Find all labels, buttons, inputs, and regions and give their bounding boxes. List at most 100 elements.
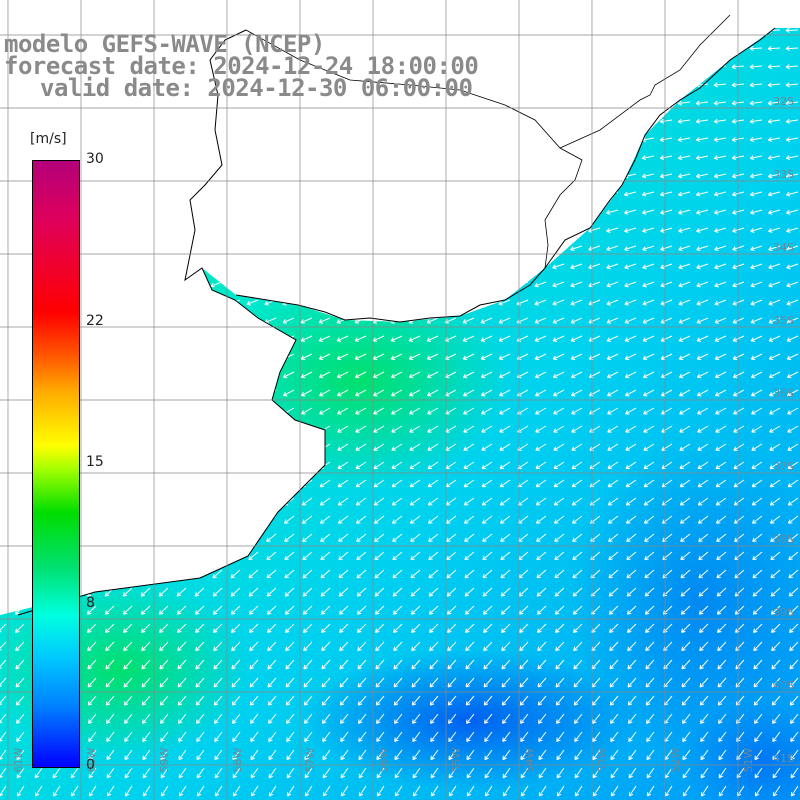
wind-arrow xyxy=(733,461,745,470)
wind-arrow xyxy=(749,100,763,106)
wind-arrow xyxy=(13,515,25,524)
wind-arrow xyxy=(389,28,403,33)
wind-arrow xyxy=(570,371,583,379)
wind-arrow xyxy=(551,100,565,106)
wind-arrow xyxy=(408,263,421,270)
wind-arrow xyxy=(158,551,169,561)
wind-arrow xyxy=(499,443,511,451)
wind-arrow xyxy=(229,479,241,488)
wind-arrow xyxy=(173,118,187,124)
wind-arrow xyxy=(229,461,241,470)
wind-arrow xyxy=(516,245,529,252)
wind-arrow xyxy=(536,551,547,561)
wind-arrow xyxy=(84,371,97,379)
wind-arrow xyxy=(516,227,529,233)
colorbar-units: [m/s] xyxy=(30,131,67,147)
wind-arrow xyxy=(426,227,439,233)
wind-arrow xyxy=(751,443,763,451)
wind-arrow xyxy=(267,623,277,633)
wind-arrow xyxy=(626,605,637,615)
wind-arrow xyxy=(751,515,763,524)
wind-arrow xyxy=(340,731,349,743)
wind-arrow xyxy=(47,118,61,124)
wind-arrow xyxy=(768,389,781,397)
wind-arrow xyxy=(213,641,223,652)
wind-arrow xyxy=(696,317,709,324)
wind-arrow xyxy=(680,569,691,579)
wind-arrow xyxy=(336,245,349,252)
wind-arrow xyxy=(699,677,709,688)
wind-arrow xyxy=(318,227,331,233)
wind-arrow xyxy=(320,569,331,579)
wind-arrow xyxy=(390,389,403,397)
wind-arrow xyxy=(412,749,421,761)
wind-arrow xyxy=(607,461,619,470)
wind-arrow xyxy=(553,479,565,488)
wind-arrow xyxy=(213,659,223,670)
longitude-labels: 61W 60W 59W 58W 57W 56W 55W 54W 53W 52W 51W xyxy=(12,747,755,772)
wind-arrow xyxy=(15,695,25,706)
latitude-label: 41S xyxy=(773,752,794,765)
wind-arrow xyxy=(175,425,187,433)
wind-arrow xyxy=(574,767,583,779)
wind-arrow xyxy=(249,623,259,633)
wind-arrow xyxy=(768,371,781,379)
wind-arrow xyxy=(353,28,367,33)
wind-arrow xyxy=(409,461,421,470)
wind-arrow xyxy=(570,209,583,215)
wind-arrow xyxy=(715,425,727,433)
wind-arrow xyxy=(105,677,115,688)
wind-arrow xyxy=(284,569,295,579)
wind-arrow xyxy=(227,155,241,161)
wind-arrow xyxy=(643,479,655,488)
wind-arrow xyxy=(500,587,511,597)
wind-arrow xyxy=(285,659,295,670)
wind-arrow xyxy=(210,335,223,342)
wind-arrow xyxy=(482,587,493,597)
wind-arrow xyxy=(29,118,43,124)
wind-arrow xyxy=(394,767,403,779)
wind-arrow xyxy=(643,461,655,470)
wind-arrow xyxy=(551,46,565,52)
wind-arrow xyxy=(609,659,619,670)
wind-arrow xyxy=(678,317,691,324)
wind-arrow xyxy=(300,371,313,379)
wind-arrow xyxy=(750,281,763,288)
wind-arrow xyxy=(515,118,529,124)
wind-arrow xyxy=(498,263,511,270)
wind-arrow xyxy=(301,443,313,451)
wind-arrow xyxy=(645,659,655,670)
wind-arrow xyxy=(570,281,583,288)
wind-arrow xyxy=(444,281,457,288)
wind-arrow xyxy=(787,515,799,524)
wind-arrow xyxy=(555,641,565,652)
wind-arrow xyxy=(749,28,763,33)
wind-arrow xyxy=(390,227,403,233)
wind-arrow xyxy=(230,533,241,542)
wind-arrow xyxy=(194,587,205,597)
wind-arrow xyxy=(14,569,25,579)
wind-arrow xyxy=(587,46,601,52)
wind-arrow xyxy=(552,227,565,233)
wind-arrow xyxy=(249,695,259,706)
wind-arrow xyxy=(390,353,403,361)
wind-arrow xyxy=(571,515,583,524)
wind-arrow xyxy=(785,155,799,161)
wind-arrow xyxy=(389,173,403,179)
wind-arrow xyxy=(264,353,277,361)
wind-arrow xyxy=(483,623,493,633)
wind-arrow xyxy=(606,335,619,342)
wind-arrow xyxy=(623,191,637,197)
wind-arrow xyxy=(587,28,601,33)
wind-arrow xyxy=(481,479,493,488)
wind-arrow xyxy=(139,425,151,433)
wind-arrow xyxy=(767,118,781,124)
wind-arrow xyxy=(227,191,241,197)
wind-arrow xyxy=(465,677,475,688)
wind-arrow xyxy=(322,713,331,724)
wind-arrow xyxy=(429,677,439,688)
wind-arrow xyxy=(247,425,259,433)
wind-arrow xyxy=(465,641,475,652)
wind-arrow xyxy=(715,443,727,451)
wind-arrow xyxy=(461,118,475,124)
